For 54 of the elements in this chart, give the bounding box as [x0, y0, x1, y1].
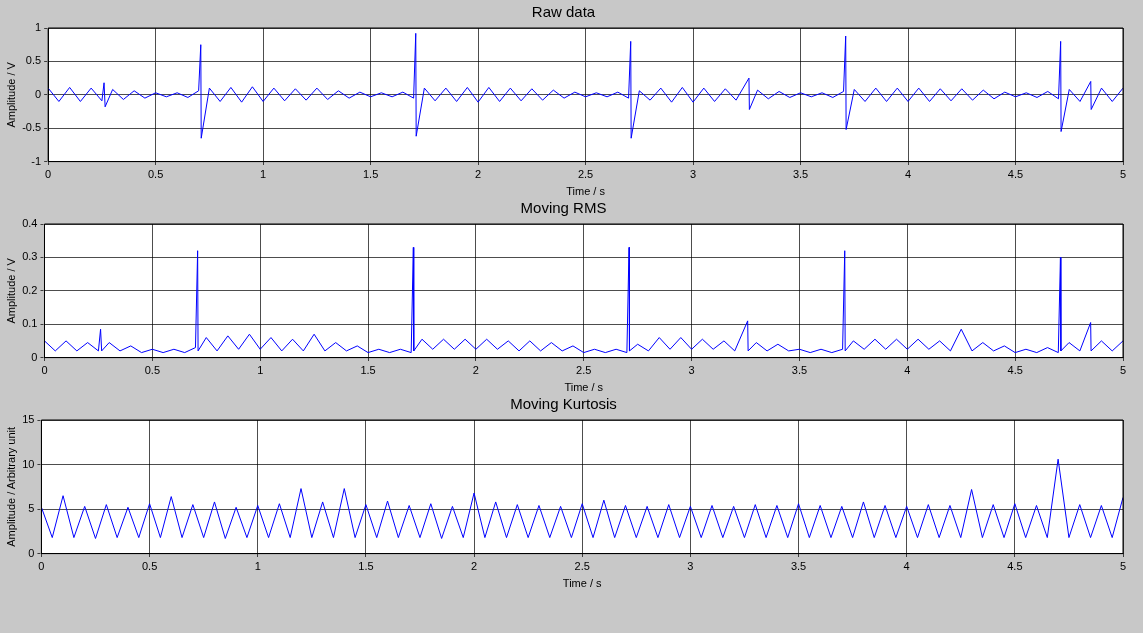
x-tick-label: 2.5: [574, 560, 590, 573]
y-tick-label: 0.3: [22, 250, 38, 263]
y-tick-label: 0: [28, 546, 35, 559]
y-tick-label: -1: [31, 154, 42, 167]
x-tick-label: 0.5: [141, 560, 158, 573]
x-tick-label: 5: [1119, 364, 1127, 377]
x-tick-label: 0: [45, 168, 52, 181]
x-tick-label: 3.5: [790, 560, 807, 573]
y-tick-label: 0: [31, 350, 38, 363]
x-axis-title: Time / s: [564, 381, 604, 394]
x-tick-label: 1.5: [360, 364, 376, 377]
x-tick-label: 3: [690, 168, 697, 181]
x-tick-label: 4.5: [1007, 560, 1023, 573]
x-tick-label: 2: [475, 168, 482, 181]
y-axis-title: Amplitude / Arbitrary unit: [4, 426, 17, 547]
x-tick-label: 0.5: [147, 168, 164, 181]
chart-title: Moving RMS: [520, 199, 607, 217]
x-tick-label: 2.5: [576, 364, 592, 377]
y-tick-label: 0: [35, 87, 42, 100]
y-tick-label: 5: [28, 502, 35, 515]
x-tick-label: 1.5: [362, 168, 379, 181]
y-axis-title: Amplitude / V: [4, 257, 17, 324]
x-tick-label: 3.5: [792, 168, 809, 181]
x-axis-title: Time / s: [566, 185, 606, 198]
y-tick-label: 0.1: [22, 317, 38, 330]
x-tick-label: 4.5: [1007, 364, 1023, 377]
x-tick-label: 3: [687, 560, 694, 573]
x-tick-label: 0.5: [144, 364, 160, 377]
y-tick-label: 10: [22, 457, 35, 470]
x-tick-label: 5: [1119, 168, 1127, 181]
x-tick-label: 1.5: [358, 560, 374, 573]
x-tick-label: 4: [904, 168, 912, 181]
x-tick-label: 3: [688, 364, 695, 377]
x-tick-label: 2.5: [577, 168, 594, 181]
y-tick-label: 0.5: [25, 54, 42, 67]
y-tick-label: 0.2: [22, 283, 38, 296]
y-tick-label: 15: [22, 413, 35, 426]
x-tick-label: 1: [260, 168, 267, 181]
x-tick-label: 2: [472, 364, 479, 377]
x-tick-label: 3.5: [791, 364, 808, 377]
y-tick-label: -0.5: [22, 121, 42, 134]
y-tick-label: 0.4: [22, 217, 38, 230]
chart-title: Moving Kurtosis: [510, 395, 617, 413]
x-tick-label: 1: [254, 560, 261, 573]
x-tick-label: 4: [903, 560, 910, 573]
y-axis-title: Amplitude / V: [4, 61, 17, 128]
x-tick-label: 4.5: [1007, 168, 1024, 181]
x-tick-label: 4: [904, 364, 911, 377]
x-axis-title: Time / s: [562, 577, 603, 590]
y-tick-label: 1: [35, 21, 42, 34]
chart-title: Raw data: [531, 3, 596, 21]
x-tick-label: 5: [1119, 560, 1127, 573]
x-tick-label: 1: [257, 364, 264, 377]
x-tick-label: 2: [471, 560, 478, 573]
